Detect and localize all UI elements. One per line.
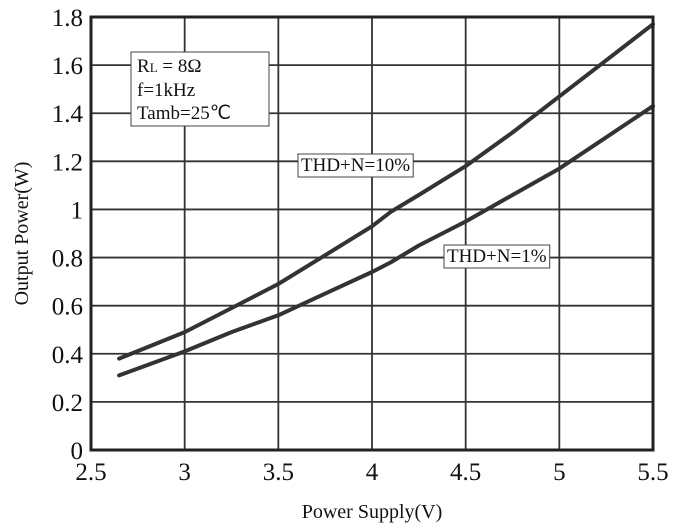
y-tick-label: 0 [71, 438, 84, 465]
x-axis-label: Power Supply(V) [302, 501, 443, 523]
conditions-box-frame [130, 51, 270, 127]
series-label-thd-1-frame [443, 244, 551, 269]
y-tick-label: 0.2 [52, 390, 83, 417]
tick-labels: 2.5 3 3.5 4 4.5 5 5.5 0 0.2 0.4 0.6 0.8 1 1.2 1.4 1.6 1.… [52, 5, 669, 486]
series-layer [117, 22, 655, 378]
conditions-box: RL = 8Ω f=1kHz Tamb=25℃ [130, 51, 270, 127]
x-tick-label: 3 [178, 459, 191, 486]
y-tick-label: 1 [71, 197, 84, 224]
load-value: = 8Ω [158, 56, 202, 77]
y-tick-label: 1.6 [52, 53, 83, 80]
x-tick-label: 2.5 [75, 459, 106, 486]
load-condition: RL = 8Ω [137, 56, 201, 77]
x-tick-label: 5.5 [637, 459, 668, 486]
series-label-thd-10-text: THD+N=10% [301, 155, 410, 176]
series-label-thd-1: THD+N=1% [443, 244, 551, 269]
x-tick-label: 4 [366, 459, 379, 486]
y-tick-label: 0.6 [52, 294, 83, 321]
y-tick-label: 1.2 [52, 149, 83, 176]
y-tick-label: 0.8 [52, 246, 83, 273]
y-tick-label: 1.4 [52, 101, 84, 128]
temperature-condition: Tamb=25℃ [137, 103, 231, 124]
y-tick-label: 0.4 [52, 342, 84, 369]
load-symbol: R [137, 56, 150, 77]
plot-frame [89, 15, 655, 452]
y-axis-label: Output Power(W) [11, 162, 33, 306]
x-tick-label: 5 [553, 459, 566, 486]
y-tick-label: 1.8 [52, 5, 83, 32]
series-label-thd-1-text: THD+N=1% [447, 246, 547, 267]
load-subscript: L [150, 60, 158, 75]
series-label-thd-10: THD+N=10% [297, 153, 414, 178]
series-label-thd-10-frame [297, 153, 414, 178]
x-tick-label: 3.5 [263, 459, 294, 486]
x-tick-label: 4.5 [450, 459, 481, 486]
series-line-0 [117, 22, 655, 361]
frequency-condition: f=1kHz [137, 80, 195, 101]
series-line-1 [117, 104, 655, 378]
